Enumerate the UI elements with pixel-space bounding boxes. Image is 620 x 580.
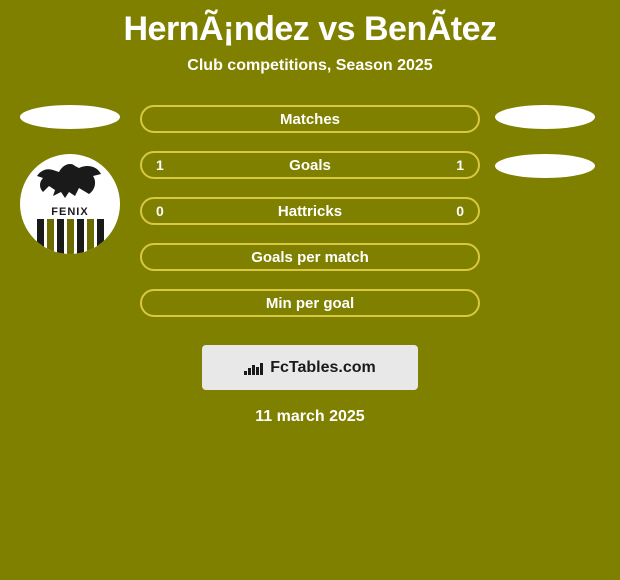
stat-right-value: 0 xyxy=(456,203,464,219)
stat-bar-gpm: Goals per match xyxy=(140,243,480,271)
stripe xyxy=(67,219,74,254)
watermark: FcTables.com xyxy=(202,345,418,390)
stat-label: Goals xyxy=(289,157,331,174)
stripe xyxy=(77,219,84,254)
bars-icon xyxy=(244,361,264,375)
watermark-text: FcTables.com xyxy=(270,359,376,377)
stat-left-value: 1 xyxy=(156,157,164,173)
stripe xyxy=(37,219,44,254)
left-column: FENIX xyxy=(10,105,130,299)
player-placeholder-left xyxy=(20,105,120,129)
stat-left-value: 0 xyxy=(156,203,164,219)
stripe xyxy=(47,219,54,254)
stat-bar-mpg: Min per goal xyxy=(140,289,480,317)
stat-right-value: 1 xyxy=(456,157,464,173)
stat-bar-hattricks: 0 Hattricks 0 xyxy=(140,197,480,225)
page-title: HernÃ¡ndez vs BenÃ­tez xyxy=(0,0,620,49)
page-subtitle: Club competitions, Season 2025 xyxy=(0,57,620,75)
stats-column: Matches 1 Goals 1 0 Hattricks 0 Goals pe… xyxy=(140,105,480,317)
infographic-container: HernÃ¡ndez vs BenÃ­tez Club competitions… xyxy=(0,0,620,580)
logo-shield: FENIX xyxy=(20,154,120,254)
stripe xyxy=(57,219,64,254)
eagle-icon xyxy=(35,162,105,202)
stat-label: Matches xyxy=(280,111,340,128)
logo-stripes xyxy=(20,219,120,254)
player-placeholder-right-1 xyxy=(495,105,595,129)
stat-label: Hattricks xyxy=(278,203,342,220)
stripe xyxy=(87,219,94,254)
player-placeholder-right-2 xyxy=(495,154,595,178)
right-column xyxy=(490,105,600,203)
logo-text: FENIX xyxy=(20,206,120,218)
stats-area: FENIX Match xyxy=(0,105,620,335)
stat-label: Min per goal xyxy=(266,295,354,312)
date-text: 11 march 2025 xyxy=(0,408,620,426)
stat-bar-goals: 1 Goals 1 xyxy=(140,151,480,179)
stripe xyxy=(97,219,104,254)
stat-label: Goals per match xyxy=(251,249,369,266)
stat-bar-matches: Matches xyxy=(140,105,480,133)
team-logo-left: FENIX xyxy=(20,154,120,299)
